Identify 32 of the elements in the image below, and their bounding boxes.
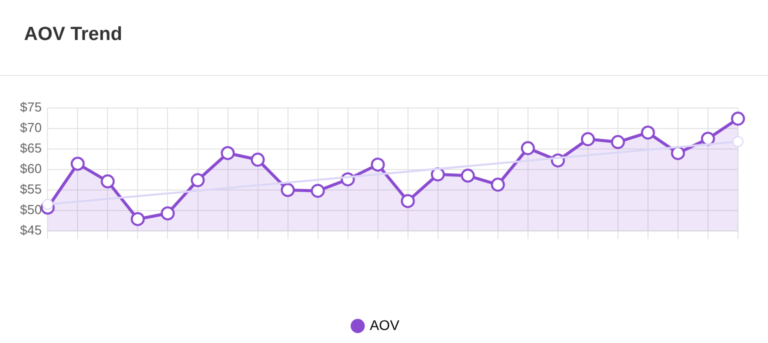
y-tick-label: $45 xyxy=(20,222,42,238)
point xyxy=(280,183,295,197)
point xyxy=(490,178,505,192)
point xyxy=(42,198,54,210)
point xyxy=(670,146,685,160)
point xyxy=(130,212,145,226)
point xyxy=(520,141,535,156)
point xyxy=(640,126,655,140)
point xyxy=(190,173,205,188)
point xyxy=(400,194,415,208)
point xyxy=(610,135,625,150)
legend-label: AOV xyxy=(370,316,400,333)
y-tick-label: $75 xyxy=(20,100,42,115)
chart-title: AOV Trend xyxy=(24,24,122,46)
point xyxy=(70,156,85,171)
point xyxy=(732,136,744,148)
point xyxy=(160,206,175,220)
point xyxy=(430,167,445,182)
point xyxy=(220,146,235,160)
y-tick-label: $55 xyxy=(20,182,42,197)
point xyxy=(460,168,475,183)
y-tick-label: $65 xyxy=(20,140,42,156)
point xyxy=(250,152,265,167)
point xyxy=(731,112,745,126)
y-tick-label: $60 xyxy=(20,161,42,176)
point xyxy=(100,174,115,188)
point xyxy=(580,132,595,146)
y-tick-label: $70 xyxy=(20,120,42,136)
point xyxy=(370,158,385,172)
point xyxy=(700,132,715,146)
point xyxy=(310,184,325,198)
y-tick-label: $50 xyxy=(20,202,42,218)
